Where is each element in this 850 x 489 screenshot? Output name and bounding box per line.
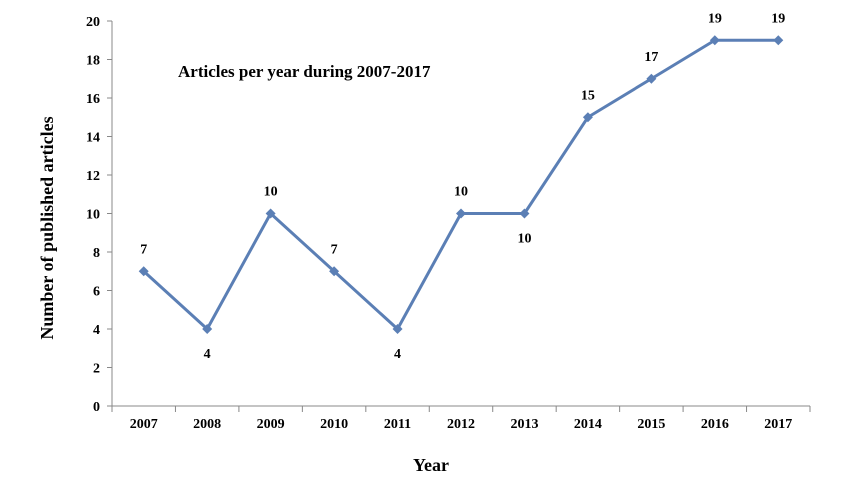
data-label: 19: [708, 11, 722, 26]
data-label: 4: [394, 347, 401, 362]
y-tick-label: 20: [86, 15, 100, 30]
data-point: [138, 266, 149, 277]
data-labels: 7 4 10 7 4 10 10 15 17 19 19: [140, 11, 785, 362]
data-point: [773, 35, 784, 46]
x-tick-label: 2008: [193, 417, 221, 432]
series: [138, 35, 784, 334]
data-label: 10: [264, 185, 278, 200]
y-axis-title: Number of published articles: [37, 116, 57, 339]
x-tick-label: 2012: [447, 417, 475, 432]
x-tick-label: 2009: [257, 417, 285, 432]
data-point: [392, 324, 403, 334]
y-tick-label: 0: [93, 400, 100, 415]
data-label: 10: [454, 185, 468, 200]
x-tick-label: 2014: [574, 417, 602, 432]
x-axis-title: Year: [413, 455, 449, 475]
y-tick-label: 4: [93, 323, 100, 338]
x-tick-label: 2015: [637, 417, 665, 432]
data-point: [329, 266, 340, 277]
data-point: [519, 208, 530, 219]
data-label: 19: [771, 11, 785, 26]
x-tick-label: 2016: [701, 417, 729, 432]
data-point: [265, 208, 276, 219]
data-point: [709, 35, 720, 46]
y-tick-label: 14: [86, 131, 100, 146]
x-tick-label: 2010: [320, 417, 348, 432]
y-tick-label: 18: [86, 54, 100, 69]
data-point: [582, 112, 593, 123]
y-tick-label: 10: [86, 208, 100, 223]
x-axis-ticks: 2007 2008 2009 2010 2011 2012 2013 2014 2015 2016…: [111, 406, 811, 432]
x-tick-label: 2007: [130, 417, 158, 432]
data-point: [202, 324, 213, 334]
y-tick-label: 2: [93, 362, 100, 377]
data-label: 4: [204, 347, 211, 362]
y-tick-label: 6: [93, 285, 100, 300]
x-tick-label: 2011: [384, 417, 411, 432]
y-tick-label: 8: [93, 246, 100, 261]
data-label: 15: [581, 88, 595, 103]
chart-title: Articles per year during 2007-2017: [178, 62, 431, 81]
data-label: 7: [331, 242, 338, 257]
data-label: 10: [517, 232, 531, 247]
x-tick-label: 2013: [510, 417, 538, 432]
data-label: 17: [644, 50, 658, 65]
x-tick-label: 2017: [764, 417, 792, 432]
data-label: 7: [140, 242, 147, 257]
data-point: [456, 208, 466, 219]
y-tick-label: 16: [86, 92, 100, 107]
y-axis-ticks: 0 2 4 6 8 10 12 14 16 18 20: [86, 15, 112, 415]
y-tick-label: 12: [86, 169, 100, 184]
data-point: [646, 73, 657, 84]
